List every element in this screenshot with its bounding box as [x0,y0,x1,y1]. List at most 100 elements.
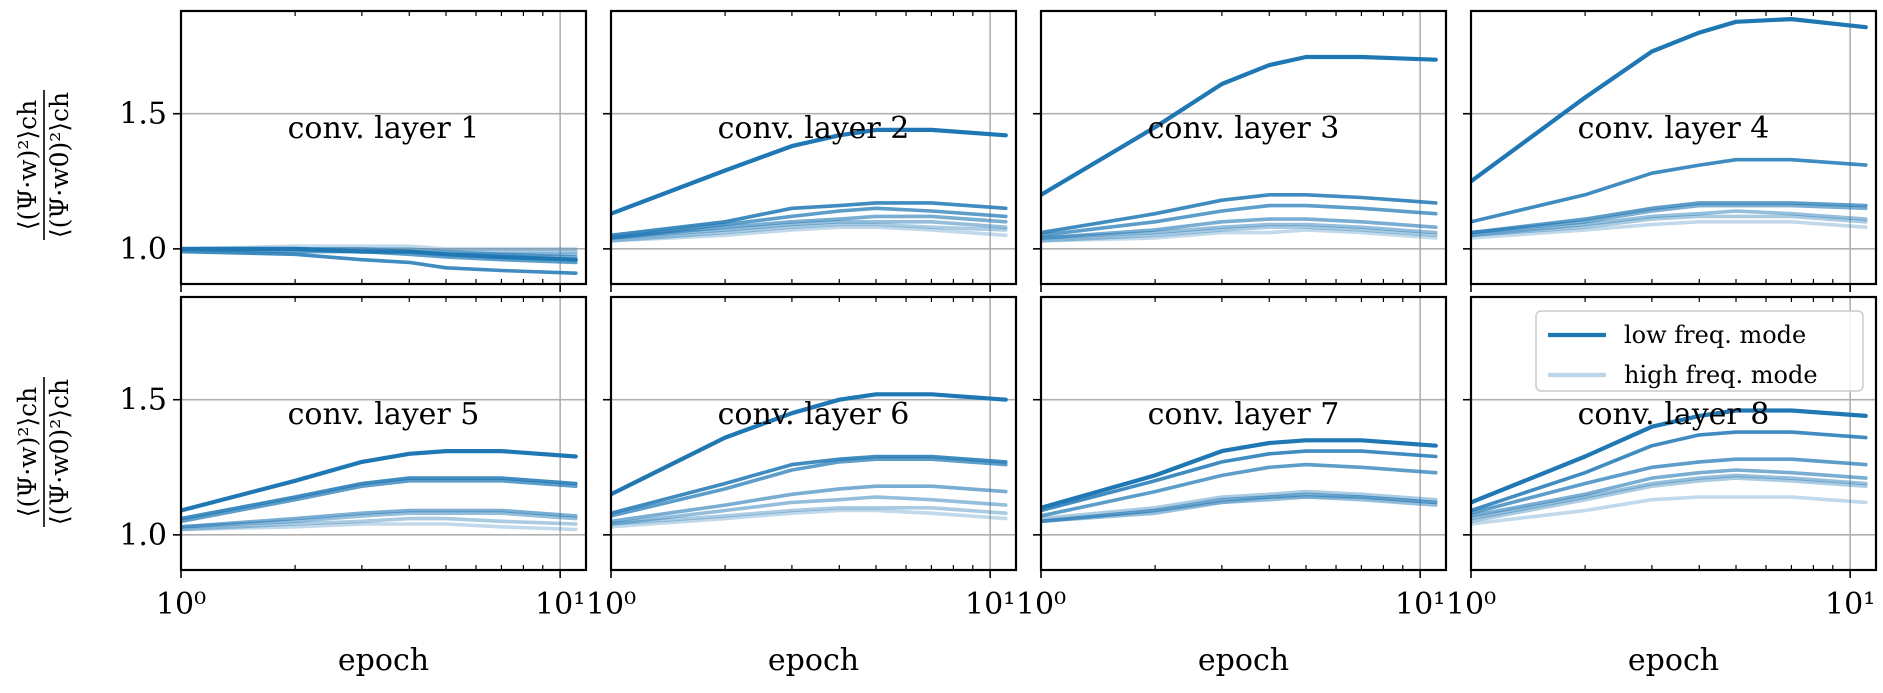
axes-frame [1039,295,1448,572]
y-axis-label-top: ⟨(Ψ·w)²⟩ch ⟨(Ψ·w0)²⟩ch [13,90,74,240]
x-tick-label: 10¹ [1395,587,1445,622]
series-line-mode-2 [181,476,578,521]
series-line-mode-5 [1041,495,1438,524]
panel-title: conv. layer 2 [718,111,910,146]
series-line-mode-6 [611,505,1008,526]
x-tick-label: 10⁰ [156,587,206,622]
series-line-mode-3 [611,206,1008,240]
series-line-mode-5 [611,220,1008,240]
series-line-low-freq-mode [1471,408,1868,505]
series-line-mode-2 [1471,157,1868,224]
axes-frame [609,9,1018,286]
panel-title: conv. layer 5 [288,397,480,432]
series-line-mode-6 [611,222,1008,243]
series-line-mode-3 [1041,462,1438,518]
series-line-mode-3 [1471,457,1868,516]
panel-title: conv. layer 7 [1148,397,1340,432]
legend-label: high freq. mode [1624,361,1818,389]
y-tick-label: 1.0 [119,518,167,553]
series-line-mode-6 [1471,214,1868,238]
ylabel-denominator: ⟨(Ψ·w0)²⟩ch [45,92,74,238]
subplot-2: conv. layer 2 [603,9,1018,292]
series-line-mode-3 [181,247,578,265]
subplot-5: conv. layer 5 1.0 1.5 10⁰ 10¹ epoch [119,295,588,678]
ylabel-numerator: ⟨(Ψ·w)²⟩ch [13,387,42,517]
series-line-low-freq-mode [611,392,1008,497]
axes-frame [179,295,588,572]
series-line-mode-3 [1041,203,1438,238]
panel-title: conv. layer 6 [718,397,910,432]
subplot-8: conv. layer 8 10⁰ 10¹ epoch low freq. mode hi… [1446,295,1878,678]
axes-frame [609,295,1018,572]
series-line-mode-4 [1041,217,1438,240]
y-tick-label: 1.0 [119,232,167,267]
axes-frame [1469,9,1878,286]
series-line-mode-6 [181,516,578,532]
series-line-high-freq-mode [181,244,578,251]
x-axis-label: epoch [1198,643,1289,678]
ylabel-numerator: ⟨(Ψ·w)²⟩ch [13,100,42,230]
series-line-mode-5 [611,495,1008,526]
series-line-mode-6 [1041,225,1438,243]
series-line-mode-2 [611,201,1008,238]
x-axis-label: epoch [768,643,859,678]
subplot-7: conv. layer 7 10⁰ 10¹ epoch [1016,295,1448,678]
y-tick-label: 1.5 [119,97,167,132]
x-tick-label: 10¹ [535,587,585,622]
axes-frame [1039,9,1448,286]
axes-frame [1469,295,1878,572]
panel-title: conv. layer 8 [1578,397,1770,432]
series-line-mode-2 [1471,430,1868,513]
x-tick-label: 10⁰ [1016,587,1066,622]
panel-title: conv. layer 3 [1148,111,1340,146]
subplot-4: conv. layer 4 [1463,9,1878,292]
panel-title: conv. layer 4 [1578,111,1770,146]
series-line-low-freq-mode [1041,54,1438,197]
series-line-mode-3 [611,457,1008,518]
x-tick-label: 10¹ [1825,587,1875,622]
series-line-mode-5 [1041,222,1438,240]
subplot-6: conv. layer 6 10⁰ 10¹ epoch [586,295,1018,678]
series-line-mode-5 [1471,473,1868,521]
legend: low freq. mode high freq. mode [1535,310,1864,392]
series-line-mode-4 [1041,492,1438,524]
series-line-high-freq-mode [611,225,1008,243]
x-tick-label: 10⁰ [1446,587,1496,622]
series-line-high-freq-mode [181,522,578,532]
subplot-1: conv. layer 1 1.0 1.5 [119,9,588,292]
series-line-high-freq-mode [611,508,1008,529]
legend-box [1535,310,1864,392]
series-line-low-freq-mode [611,127,1008,216]
axes-frame [179,9,588,286]
series-line-mode-4 [181,508,578,529]
subplot-grid: conv. layer 1 1.0 1.5 conv. layer 2 conv. la… [119,9,1878,678]
series-line-mode-2 [181,249,578,276]
y-tick-label: 1.5 [119,383,167,418]
series-line-mode-4 [1471,468,1868,518]
y-axis-label-bottom: ⟨(Ψ·w)²⟩ch ⟨(Ψ·w0)²⟩ch [13,377,74,527]
series-line-high-freq-mode [1471,495,1868,526]
series-line-mode-6 [1041,489,1438,521]
series-line-mode-6 [1471,476,1868,524]
series-line-mode-5 [181,511,578,529]
series-line-mode-3 [181,478,578,524]
x-axis-label: epoch [1628,643,1719,678]
series-line-mode-4 [1471,203,1868,235]
x-tick-label: 10⁰ [586,587,636,622]
series-line-low-freq-mode [1471,17,1868,184]
series-line-high-freq-mode [1041,228,1438,243]
series-line-low-freq-mode [1041,438,1438,510]
panel-title: conv. layer 1 [288,111,480,146]
subplot-3: conv. layer 3 [1033,9,1448,292]
ylabel-denominator: ⟨(Ψ·w0)²⟩ch [45,379,74,525]
x-tick-label: 10¹ [965,587,1015,622]
series-line-mode-3 [1471,201,1868,235]
series-line-mode-5 [1471,209,1868,238]
series-line-mode-2 [611,454,1008,516]
series-line-low-freq-mode [181,246,578,262]
series-line-mode-4 [611,484,1008,524]
legend-label: low freq. mode [1624,321,1806,349]
series-line-mode-4 [611,214,1008,240]
x-axis-label: epoch [338,643,429,678]
